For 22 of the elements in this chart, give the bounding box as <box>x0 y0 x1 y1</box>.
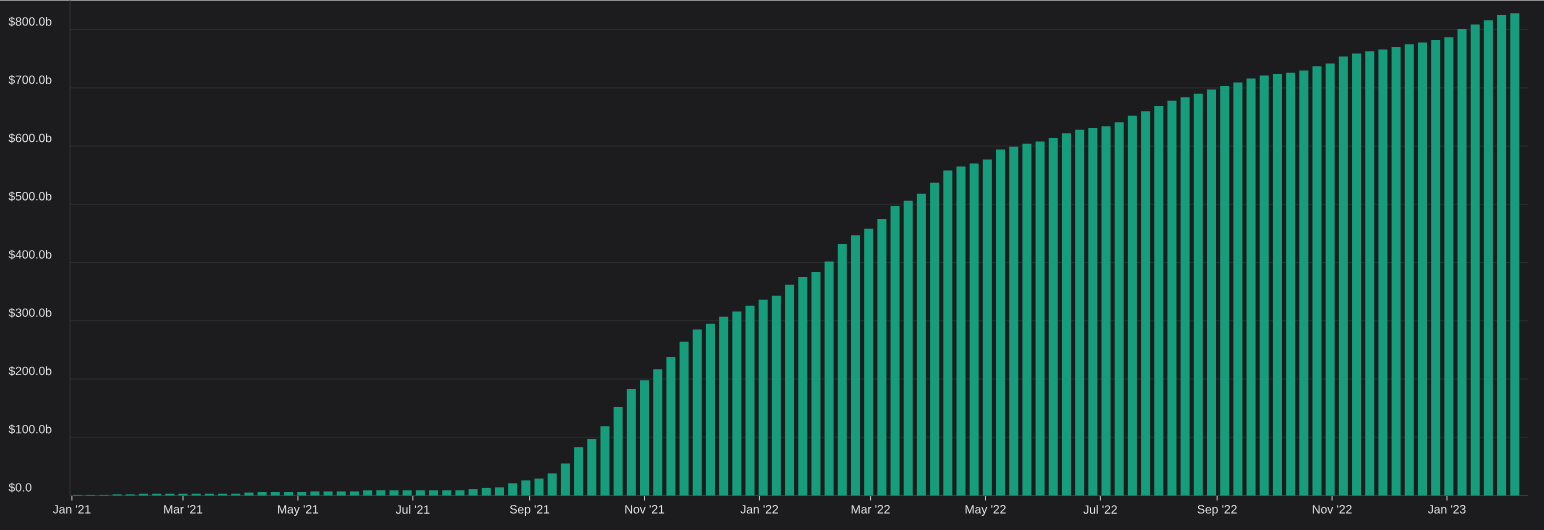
y-tick-label: $800.0b <box>8 16 52 27</box>
x-tick-label: Mar '22 <box>851 504 890 514</box>
x-tick-label: Nov '22 <box>1312 504 1352 514</box>
x-tick-label: Jul '21 <box>395 504 430 514</box>
y-tick-label: $300.0b <box>8 307 52 318</box>
y-tick-label: $100.0b <box>8 424 52 434</box>
y-tick-label: $400.0b <box>8 249 52 260</box>
x-tick-label: Sep '21 <box>510 504 550 516</box>
x-tick-label: May '21 <box>278 504 319 516</box>
y-tick-label: $700.0b <box>8 74 52 85</box>
x-tick-label: Mar '21 <box>164 504 203 514</box>
x-tick-label: Jan '23 <box>1428 504 1466 514</box>
x-tick-label: Jan '22 <box>740 504 778 514</box>
x-tick-label: May '22 <box>965 504 1006 516</box>
y-tick-label: $600.0b <box>8 132 52 143</box>
y-tick-label: $0.0 <box>8 482 32 493</box>
y-tick-label: $200.0b <box>8 365 52 376</box>
x-tick-label: Jul '22 <box>1083 504 1117 514</box>
x-tick-label: Jan '21 <box>52 504 91 514</box>
y-tick-label: $500.0b <box>8 191 52 201</box>
x-tick-label: Nov '21 <box>625 504 665 514</box>
x-tick-label: Sep '22 <box>1197 504 1237 516</box>
